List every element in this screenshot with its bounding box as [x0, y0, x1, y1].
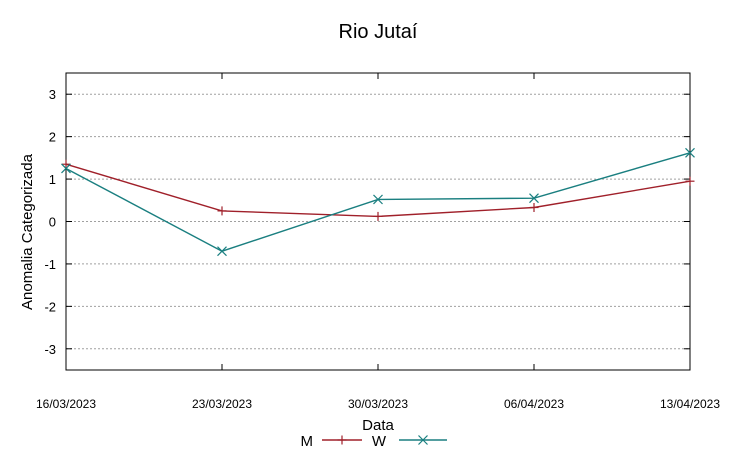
y-tick-label: 2 [49, 130, 56, 145]
x-tick-label: 30/03/2023 [348, 397, 408, 411]
grid-lines [66, 93, 690, 350]
series-line-M [65, 163, 691, 218]
data-point-W [373, 194, 383, 205]
x-axis-label: Data [362, 417, 394, 434]
data-point-W [61, 163, 71, 174]
data-point-W [685, 147, 695, 158]
y-tick-label: 0 [49, 215, 56, 230]
data-point-M [685, 176, 695, 186]
legend-label-M: M [301, 433, 314, 450]
y-tick-label: -1 [44, 257, 56, 272]
y-tick-label: 3 [49, 87, 56, 102]
data-point-M [529, 202, 539, 212]
x-tick-label: 23/03/2023 [192, 397, 252, 411]
y-tick-label: -2 [44, 299, 56, 314]
x-tick-label: 16/03/2023 [36, 397, 96, 411]
x-ticks: 16/03/2023 23/03/2023 30/03/2023 06/04/2023… [36, 73, 720, 411]
series-layer [61, 147, 695, 257]
x-tick-label: 06/04/2023 [504, 397, 564, 411]
data-point-W [217, 246, 227, 257]
y-tick-label: -3 [44, 342, 56, 357]
series-line-W [65, 152, 691, 252]
y-ticks: 3 2 1 0 -1 -2 -3 [44, 87, 690, 357]
x-tick-label: 13/04/2023 [660, 397, 720, 411]
data-point-M [61, 159, 71, 169]
chart-title: Rio Jutaí [339, 21, 418, 43]
legend-label-W: W [372, 433, 387, 450]
legend-marker-W [418, 435, 428, 445]
y-axis-label: Anomalia Categorizada [19, 153, 36, 310]
data-point-W [529, 193, 539, 204]
legend-marker-M [337, 435, 347, 445]
y-tick-label: 1 [49, 172, 56, 187]
data-point-M [373, 211, 383, 221]
data-point-M [217, 206, 227, 216]
